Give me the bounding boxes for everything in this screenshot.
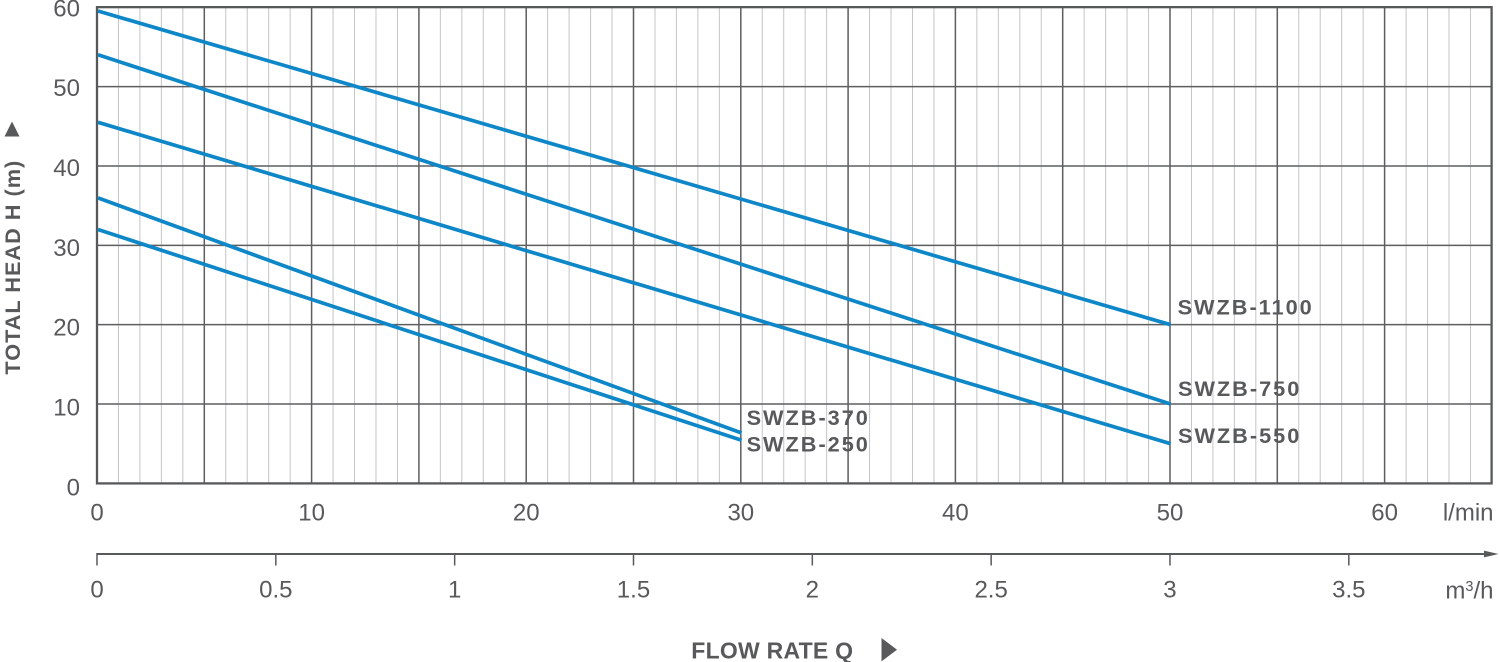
svg-text:20: 20: [513, 500, 540, 527]
svg-text:0: 0: [90, 500, 103, 527]
svg-text:10: 10: [53, 395, 80, 422]
svg-text:2: 2: [806, 577, 819, 604]
svg-text:40: 40: [53, 155, 80, 182]
svg-text:60: 60: [1371, 500, 1398, 527]
svg-text:SWZB-550: SWZB-550: [1178, 423, 1301, 448]
svg-text:30: 30: [727, 500, 754, 527]
svg-text:1.5: 1.5: [617, 577, 650, 604]
svg-text:50: 50: [53, 75, 80, 102]
svg-text:SWZB-1100: SWZB-1100: [1178, 295, 1314, 320]
svg-text:0: 0: [67, 474, 80, 501]
svg-text:TOTAL HEAD H (m): TOTAL HEAD H (m): [0, 160, 25, 375]
svg-text:40: 40: [942, 500, 969, 527]
svg-text:20: 20: [53, 315, 80, 342]
svg-text:3: 3: [1163, 577, 1176, 604]
svg-text:SWZB-750: SWZB-750: [1178, 376, 1301, 401]
svg-text:SWZB-250: SWZB-250: [747, 432, 870, 457]
svg-text:SWZB-370: SWZB-370: [747, 405, 870, 430]
svg-text:1: 1: [448, 577, 461, 604]
svg-text:30: 30: [53, 235, 80, 262]
svg-text:m3/h: m3/h: [1445, 578, 1493, 605]
svg-text:2.5: 2.5: [974, 577, 1007, 604]
svg-text:FLOW RATE Q: FLOW RATE Q: [691, 638, 853, 662]
svg-text:60: 60: [53, 0, 80, 22]
svg-text:0: 0: [90, 577, 103, 604]
svg-text:10: 10: [298, 500, 325, 527]
svg-text:3.5: 3.5: [1332, 577, 1365, 604]
svg-text:50: 50: [1157, 500, 1184, 527]
svg-text:0.5: 0.5: [259, 577, 292, 604]
svg-text:l/min: l/min: [1443, 500, 1494, 527]
